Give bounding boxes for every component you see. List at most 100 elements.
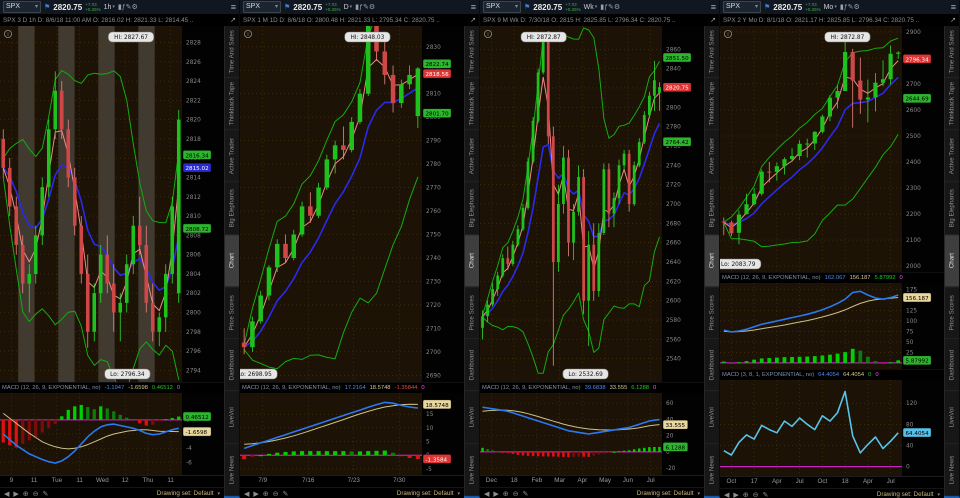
drawing-set-label[interactable]: Drawing set: Default: [396, 490, 454, 497]
sidebar-tab-dashboard[interactable]: Dashboard: [945, 339, 959, 392]
draw-icon[interactable]: ✎: [522, 490, 529, 498]
sidebar-tab-live-news[interactable]: Live News: [465, 443, 479, 496]
flag-icon[interactable]: ⚑: [524, 4, 531, 11]
sidebar-tab-dashboard[interactable]: Dashboard: [465, 339, 479, 392]
drawings-icon[interactable]: ✎: [607, 4, 614, 11]
expand-icon[interactable]: ↗: [230, 17, 236, 24]
pan-left-icon[interactable]: ◀: [244, 490, 250, 498]
sidebar-tab-chart[interactable]: Chart: [945, 234, 959, 288]
zoom-out-icon[interactable]: ⊖: [752, 491, 759, 498]
drawing-set-label[interactable]: Drawing set: Default: [636, 490, 694, 497]
zoom-in-icon[interactable]: ⊕: [22, 490, 29, 498]
zoom-out-icon[interactable]: ⊖: [272, 490, 279, 498]
timeframe-button[interactable]: 1h ▾: [104, 4, 115, 11]
studies-icon[interactable]: ƒ: [604, 4, 608, 11]
flag-icon[interactable]: ⚑: [764, 4, 771, 11]
drawings-icon[interactable]: ✎: [125, 4, 132, 11]
info-icon[interactable]: i: [484, 30, 492, 38]
settings-icon[interactable]: ⚙: [853, 4, 860, 11]
macd-chart[interactable]: 151050-518.5748-1.3584: [240, 393, 464, 475]
sidebar-tab-livevol[interactable]: LiveVol: [225, 391, 239, 444]
menu-icon[interactable]: ≡: [950, 1, 956, 12]
pan-left-icon[interactable]: ◀: [4, 490, 10, 498]
sidebar-tab-thinkback-tape[interactable]: Thinkback Tape: [945, 78, 959, 131]
sidebar-tab-active-trader[interactable]: Active Trader: [705, 130, 719, 183]
draw-icon[interactable]: ✎: [762, 491, 769, 498]
sidebar-tab-big-elephants[interactable]: Big Elephants: [465, 182, 479, 235]
flag-icon[interactable]: ⚑: [44, 4, 51, 11]
timeframe-button[interactable]: D ▾: [344, 4, 353, 11]
expand-icon[interactable]: ↗: [950, 17, 956, 24]
expand-icon[interactable]: ↗: [710, 17, 716, 24]
timeframe-button[interactable]: Wk ▾: [584, 4, 598, 11]
flag-icon[interactable]: ⚑: [284, 4, 291, 11]
sidebar-tab-big-elephants[interactable]: Big Elephants: [945, 182, 959, 235]
sidebar-tab-livevol[interactable]: LiveVol: [705, 391, 719, 444]
pan-left-icon[interactable]: ◀: [484, 490, 490, 498]
sidebar-tab-chart[interactable]: Chart: [465, 234, 479, 288]
settings-icon[interactable]: ⚙: [131, 4, 138, 11]
sidebar-tab-price-scores[interactable]: Price Scores: [225, 287, 239, 340]
sidebar-tab-live-news[interactable]: Live News: [705, 443, 719, 496]
price-chart[interactable]: 2540 2560 2580 2600 2620 2640 2660 2680 2700 2720…: [480, 26, 704, 382]
zoom-out-icon[interactable]: ⊖: [32, 490, 39, 498]
candle-type-icon[interactable]: ▮: [355, 4, 360, 11]
menu-icon[interactable]: ≡: [470, 1, 476, 12]
drawings-icon[interactable]: ✎: [847, 4, 854, 11]
draw-icon[interactable]: ✎: [282, 490, 289, 498]
sidebar-tab-active-trader[interactable]: Active Trader: [945, 130, 959, 183]
sidebar-tab-thinkback-tape[interactable]: Thinkback Tape: [225, 78, 239, 131]
info-icon[interactable]: i: [724, 30, 732, 38]
drawings-icon[interactable]: ✎: [362, 4, 369, 11]
menu-icon[interactable]: ≡: [230, 1, 236, 12]
studies-icon[interactable]: ƒ: [843, 4, 848, 11]
pan-right-icon[interactable]: ▶: [13, 490, 19, 498]
candle-type-icon[interactable]: ▮: [600, 4, 605, 11]
sidebar-tab-dashboard[interactable]: Dashboard: [705, 339, 719, 392]
pan-left-icon[interactable]: ◀: [724, 491, 730, 498]
menu-icon[interactable]: ≡: [710, 1, 716, 12]
sidebar-tab-thinkback-tape[interactable]: Thinkback Tape: [465, 78, 479, 131]
candle-type-icon[interactable]: ▮: [839, 4, 844, 11]
studies-icon[interactable]: ƒ: [121, 4, 126, 11]
symbol-input[interactable]: SPX ▾: [723, 1, 761, 13]
info-icon[interactable]: i: [244, 30, 252, 38]
price-chart[interactable]: 2794 2796 2798 2800 2802 2804 2806 2808 2810 2812…: [0, 26, 224, 382]
sidebar-tab-time-and-sales[interactable]: Time And Sales: [705, 26, 719, 79]
pan-right-icon[interactable]: ▶: [493, 490, 499, 498]
sidebar-tab-chart[interactable]: Chart: [225, 234, 239, 288]
timeframe-button[interactable]: Mo ▾: [824, 4, 837, 11]
candle-type-icon[interactable]: ▮: [117, 4, 122, 11]
draw-icon[interactable]: ✎: [42, 490, 49, 498]
pan-right-icon[interactable]: ▶: [253, 490, 259, 498]
sidebar-tab-big-elephants[interactable]: Big Elephants: [225, 182, 239, 235]
sidebar-tab-time-and-sales[interactable]: Time And Sales: [465, 26, 479, 79]
macd-chart[interactable]: 120 80 40 0 64.4054: [720, 380, 944, 476]
sidebar-tab-price-scores[interactable]: Price Scores: [945, 287, 959, 340]
symbol-input[interactable]: SPX ▾: [3, 1, 41, 13]
price-chart[interactable]: 2000210022002300240025002600270028002900…: [720, 26, 944, 272]
studies-icon[interactable]: ƒ: [359, 4, 363, 11]
zoom-in-icon[interactable]: ⊕: [742, 491, 749, 498]
sidebar-tab-chart[interactable]: Chart: [705, 234, 719, 288]
zoom-in-icon[interactable]: ⊕: [262, 490, 269, 498]
sidebar-tab-live-news[interactable]: Live News: [225, 443, 239, 496]
drawing-set-label[interactable]: Drawing set: Default: [876, 491, 934, 498]
sidebar-tab-dashboard[interactable]: Dashboard: [225, 339, 239, 392]
drawing-set-label[interactable]: Drawing set: Default: [156, 490, 214, 497]
zoom-in-icon[interactable]: ⊕: [502, 490, 509, 498]
sidebar-tab-time-and-sales[interactable]: Time And Sales: [225, 26, 239, 79]
price-chart[interactable]: 2690 2700 2710 2720 2730 2740 2750 2760 2770 2780…: [240, 26, 464, 382]
sidebar-tab-livevol[interactable]: LiveVol: [945, 391, 959, 444]
sidebar-tab-price-scores[interactable]: Price Scores: [705, 287, 719, 340]
sidebar-tab-price-scores[interactable]: Price Scores: [465, 287, 479, 340]
sidebar-tab-big-elephants[interactable]: Big Elephants: [705, 182, 719, 235]
sidebar-tab-time-and-sales[interactable]: Time And Sales: [945, 26, 959, 79]
symbol-input[interactable]: SPX ▾: [483, 1, 521, 13]
info-icon[interactable]: i: [4, 30, 12, 38]
sidebar-tab-livevol[interactable]: LiveVol: [465, 391, 479, 444]
sidebar-tab-thinkback-tape[interactable]: Thinkback Tape: [705, 78, 719, 131]
settings-icon[interactable]: ⚙: [613, 4, 621, 11]
sidebar-tab-active-trader[interactable]: Active Trader: [465, 130, 479, 183]
